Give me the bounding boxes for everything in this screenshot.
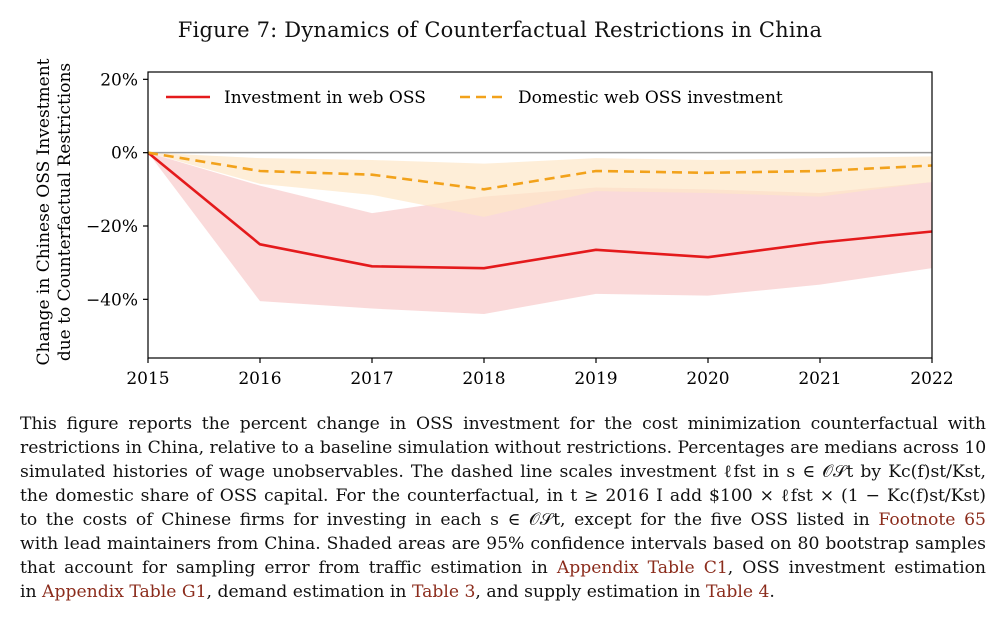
x-axis-ticks: 2015 2016 2017 2018 2019 2020 2021 2022 bbox=[126, 358, 954, 389]
x-tick-label: 2021 bbox=[798, 369, 841, 389]
x-tick-label: 2018 bbox=[462, 369, 505, 389]
y-tick-label: 0% bbox=[111, 144, 138, 164]
confidence-bands bbox=[148, 152, 932, 314]
footnote-65-link[interactable]: Footnote 65 bbox=[878, 510, 986, 530]
series-line-domestic bbox=[147, 151, 933, 191]
x-tick-label: 2015 bbox=[126, 369, 169, 389]
caption-line: that account for sampling error from tra… bbox=[20, 558, 986, 578]
table-3-link[interactable]: Table 3 bbox=[411, 582, 476, 602]
series-line-web-oss bbox=[147, 151, 933, 270]
caption-line: This figure reports the percent change i… bbox=[20, 414, 986, 434]
x-tick-label: 2017 bbox=[350, 369, 393, 389]
legend: Investment in web OSS Domestic web OSS in… bbox=[166, 88, 783, 108]
caption-line: in Appendix Table G1, demand estimation … bbox=[20, 582, 775, 602]
figure-title: Figure 7: Dynamics of Counterfactual Res… bbox=[177, 18, 823, 42]
legend-label: Domestic web OSS investment bbox=[518, 88, 783, 108]
caption-line: with lead maintainers from China. Shaded… bbox=[20, 534, 986, 554]
y-axis-ticks: 20% 0% −20% −40% bbox=[86, 70, 148, 310]
appendix-table-c1-link[interactable]: Appendix Table C1 bbox=[556, 558, 728, 578]
x-tick-label: 2019 bbox=[574, 369, 617, 389]
y-axis-label-line1: Change in Chinese OSS Investment bbox=[34, 58, 54, 365]
x-tick-label: 2022 bbox=[910, 369, 953, 389]
plot-frame bbox=[147, 71, 933, 359]
caption-line: to the costs of Chinese firms for invest… bbox=[20, 510, 986, 530]
caption-line: restrictions in China, relative to a bas… bbox=[20, 438, 987, 458]
x-tick-label: 2020 bbox=[686, 369, 729, 389]
table-4-link[interactable]: Table 4 bbox=[705, 582, 770, 602]
appendix-table-g1-link[interactable]: Appendix Table G1 bbox=[42, 582, 207, 602]
series-lines bbox=[147, 151, 933, 270]
chart: 20%0%−20%−40% 2015 2016 2017 2018 2019 2020 20… bbox=[34, 58, 954, 389]
caption-line: simulated histories of wage unobservable… bbox=[20, 462, 986, 482]
confidence-band-domestic bbox=[148, 152, 932, 217]
legend-label: Investment in web OSS bbox=[224, 88, 426, 108]
y-axis-label-line2: due to Counterfactual Restrictions bbox=[55, 63, 75, 361]
x-tick-label: 2016 bbox=[238, 369, 281, 389]
y-tick-label: −20% bbox=[86, 217, 138, 237]
y-tick-label: 20% bbox=[100, 70, 138, 90]
caption-line: the domestic share of OSS capital. For t… bbox=[20, 486, 986, 506]
figure-caption: This figure reports the percent change i… bbox=[20, 412, 986, 604]
y-tick-label: −40% bbox=[86, 290, 138, 310]
